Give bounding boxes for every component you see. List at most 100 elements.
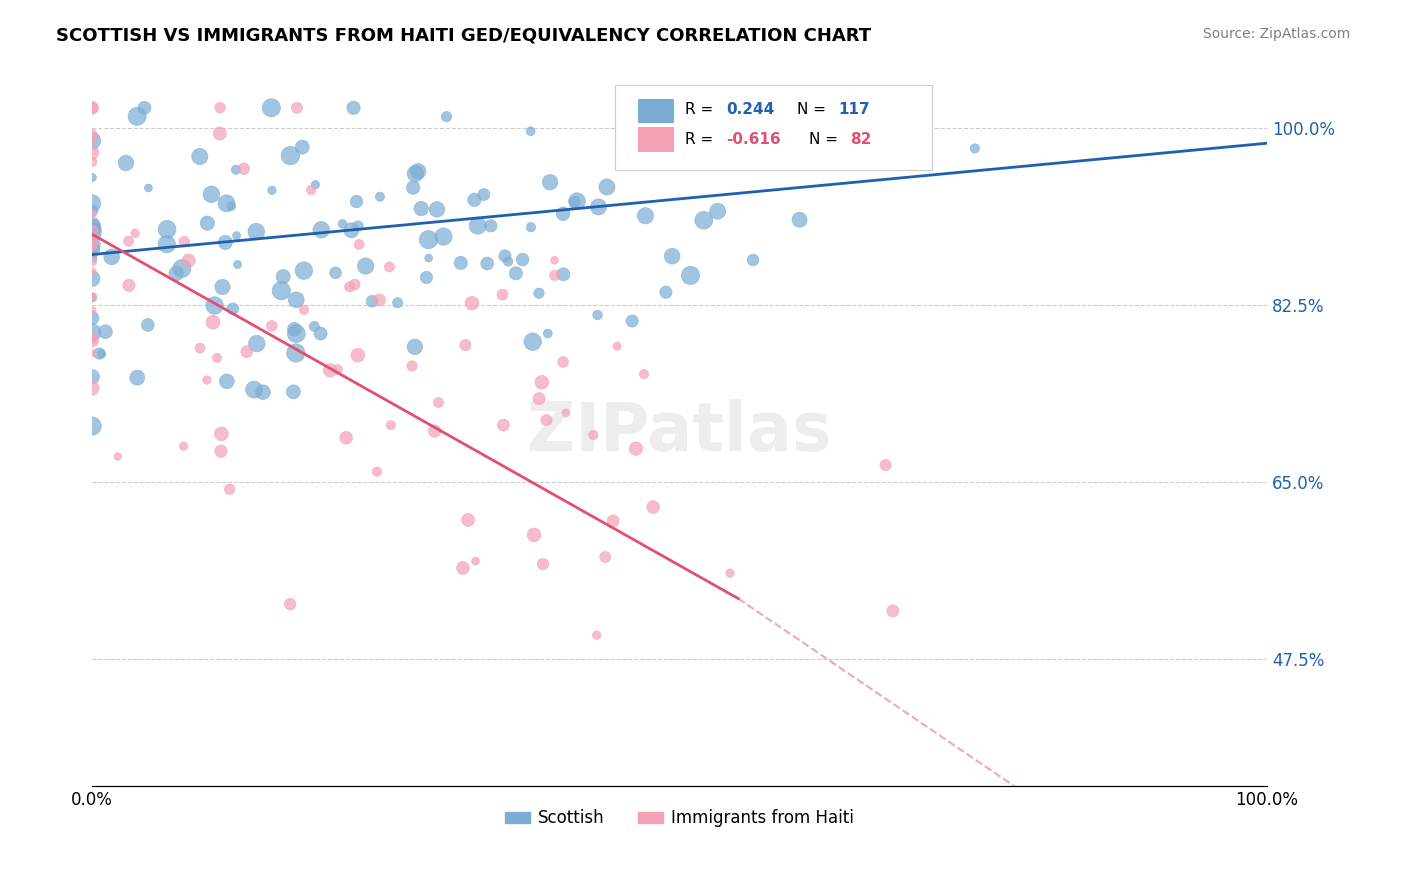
Point (222, 301, 245, 316)
Point (188, 341, 211, 355)
Point (89, 346, 111, 360)
Point (225, 228, 247, 243)
Text: R =: R = (685, 131, 718, 146)
Point (156, 222, 179, 236)
Point (82, 243, 104, 257)
Point (118, 278, 141, 293)
Legend: Scottish, Immigrants from Haiti: Scottish, Immigrants from Haiti (498, 803, 860, 834)
Point (236, 344, 259, 359)
Point (505, 266, 527, 280)
Point (201, 315, 224, 329)
Point (519, 124, 541, 138)
Point (527, 286, 550, 301)
Point (325, 266, 347, 280)
Point (661, 249, 683, 263)
Point (82, 221, 104, 235)
Point (82, 101, 104, 115)
Point (115, 156, 138, 170)
Point (304, 319, 326, 334)
Point (280, 148, 302, 162)
Point (368, 293, 391, 307)
Text: N =: N = (797, 102, 831, 117)
Point (204, 298, 226, 312)
Text: -0.616: -0.616 (727, 131, 782, 146)
Point (882, 604, 904, 618)
Point (82, 311, 104, 326)
Point (463, 193, 485, 207)
Point (200, 187, 222, 202)
Point (565, 194, 588, 209)
Point (127, 370, 149, 384)
Point (655, 285, 678, 300)
Point (260, 183, 283, 197)
Point (551, 355, 574, 369)
Point (82, 254, 104, 268)
Point (285, 293, 308, 307)
Point (219, 199, 242, 213)
Point (789, 212, 811, 227)
Point (214, 235, 236, 250)
Point (170, 261, 193, 276)
Point (215, 375, 238, 389)
Point (215, 196, 238, 211)
Bar (638, 127, 673, 152)
Point (252, 385, 274, 400)
Point (82, 127, 104, 141)
Text: N =: N = (808, 131, 842, 146)
Point (718, 566, 741, 581)
Point (82, 239, 104, 253)
Point (299, 183, 322, 197)
Point (82, 203, 104, 218)
Point (426, 202, 449, 217)
Point (596, 180, 619, 194)
Point (82, 145, 104, 160)
Point (209, 444, 232, 458)
Point (82, 346, 104, 360)
Point (346, 348, 368, 362)
Point (411, 202, 433, 216)
Point (553, 267, 575, 281)
Point (585, 628, 607, 642)
Point (472, 187, 495, 202)
Point (875, 458, 897, 472)
Point (404, 340, 426, 354)
Point (477, 256, 499, 270)
Point (195, 373, 218, 387)
Point (378, 260, 401, 274)
Point (82, 326, 104, 340)
Point (593, 549, 616, 564)
Point (366, 465, 388, 479)
Point (211, 280, 233, 294)
Point (538, 175, 561, 189)
Point (742, 252, 765, 267)
Point (208, 101, 231, 115)
Point (343, 277, 366, 292)
Point (292, 263, 315, 277)
Point (531, 557, 554, 571)
Point (208, 127, 231, 141)
Point (496, 254, 519, 268)
Point (461, 296, 484, 310)
Point (260, 318, 283, 333)
Point (586, 308, 609, 322)
Point (82, 101, 104, 115)
Point (450, 256, 472, 270)
Point (491, 287, 513, 301)
Point (679, 268, 702, 283)
Point (555, 406, 578, 420)
Text: 82: 82 (849, 131, 872, 146)
Point (117, 234, 139, 248)
Point (530, 376, 553, 390)
Point (283, 384, 305, 399)
Point (347, 219, 370, 233)
Point (634, 209, 657, 223)
Point (82, 290, 104, 304)
Point (270, 284, 292, 298)
Point (304, 178, 326, 192)
Point (451, 561, 474, 575)
Point (82, 133, 104, 147)
Point (706, 204, 728, 219)
Point (285, 326, 308, 341)
Point (245, 225, 267, 239)
Point (82, 291, 104, 305)
